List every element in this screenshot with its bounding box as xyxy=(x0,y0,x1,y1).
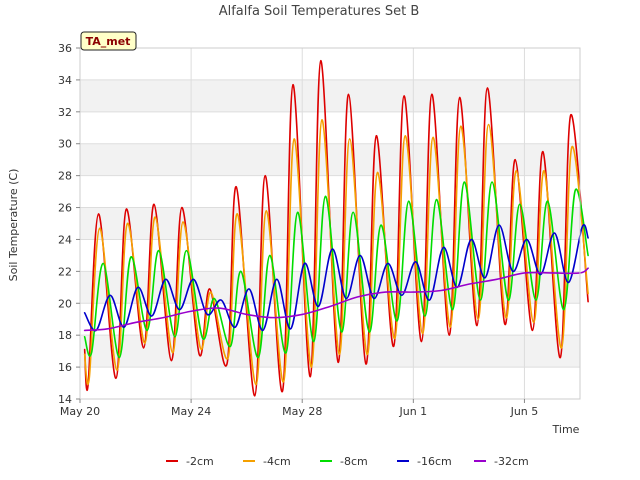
legend-label-4cm: -4cm xyxy=(263,455,291,468)
legend-label-16cm: -16cm xyxy=(417,455,452,468)
x-tick-label: May 28 xyxy=(282,405,322,418)
y-tick-label: 30 xyxy=(58,138,72,151)
plot-band xyxy=(80,48,580,80)
x-tick-label: Jun 1 xyxy=(398,405,427,418)
x-tick-label: May 24 xyxy=(171,405,211,418)
legend: -2cm -4cm -8cm -16cm -32cm xyxy=(166,455,529,468)
y-tick-label: 20 xyxy=(58,297,72,310)
plot-band xyxy=(80,335,580,368)
series-line-2cm xyxy=(83,59,589,397)
plot-band xyxy=(80,143,580,176)
series-line-4cm xyxy=(83,118,589,386)
legend-label-32cm: -32cm xyxy=(494,455,529,468)
y-tick-label: 24 xyxy=(58,233,72,246)
y-tick-label: 18 xyxy=(58,329,72,342)
y-tick-label: 32 xyxy=(58,106,72,119)
y-tick-label: 28 xyxy=(58,170,72,183)
y-tick-label: 22 xyxy=(58,265,72,278)
plot-band xyxy=(80,79,580,112)
series-line-32cm xyxy=(83,267,589,332)
y-tick-label: 26 xyxy=(58,202,72,215)
y-axis-ticks: 14 16 18 20 22 24 26 28 30 32 34 36 xyxy=(58,42,80,406)
badge-box xyxy=(80,31,137,51)
x-axis-ticks: May 20 May 24 May 28 Jun 1 Jun 5 xyxy=(60,399,538,418)
dataset-badge: TA_met xyxy=(80,31,137,51)
legend-label-2cm: -2cm xyxy=(186,455,214,468)
y-tick-label: 16 xyxy=(58,361,72,374)
plot-band xyxy=(80,367,580,399)
plot-frame xyxy=(79,47,581,400)
series-lines xyxy=(83,59,589,397)
plot-band xyxy=(80,175,580,208)
plot-band xyxy=(80,111,580,144)
x-tick-label: May 20 xyxy=(60,405,100,418)
series-line-16cm xyxy=(83,224,589,332)
badge-label: TA_met xyxy=(86,35,131,48)
chart-title: Alfalfa Soil Temperatures Set B xyxy=(219,4,420,19)
legend-label-8cm: -8cm xyxy=(340,455,368,468)
x-axis-label: Time xyxy=(552,423,580,436)
y-axis-label: Soil Temperature (C) xyxy=(7,169,20,282)
series-line-8cm xyxy=(83,181,589,359)
y-tick-label: 14 xyxy=(58,393,72,406)
x-tick-label: Jun 5 xyxy=(510,405,539,418)
y-tick-label: 34 xyxy=(58,74,72,87)
y-tick-label: 36 xyxy=(58,42,72,55)
plot-band xyxy=(80,303,580,336)
